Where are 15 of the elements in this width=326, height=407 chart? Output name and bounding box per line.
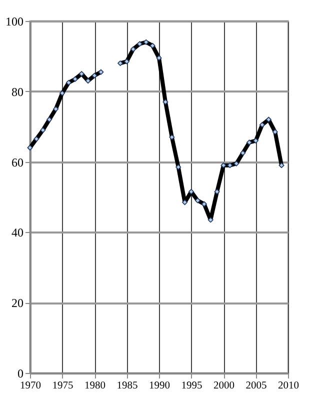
y-tick-label: 80 [12, 84, 24, 99]
y-tick-label: 100 [6, 14, 24, 28]
x-tick-label: 2000 [214, 380, 234, 392]
x-tick-label: 1975 [52, 380, 74, 392]
x-tick-label: 1995 [181, 380, 202, 392]
x-tick-label: 1970 [20, 380, 41, 392]
y-tick-label: 20 [12, 296, 24, 310]
x-tick-label: 2010 [278, 380, 299, 392]
y-tick-label: 40 [12, 226, 24, 240]
y-tick-label: 60 [12, 155, 24, 170]
y-tick-label: 0 [18, 366, 24, 380]
x-tick-label: 2005 [246, 380, 267, 392]
x-tick-label: 1980 [84, 380, 106, 392]
x-tick-label: 1990 [149, 380, 170, 392]
x-tick-label: 1985 [116, 380, 138, 392]
